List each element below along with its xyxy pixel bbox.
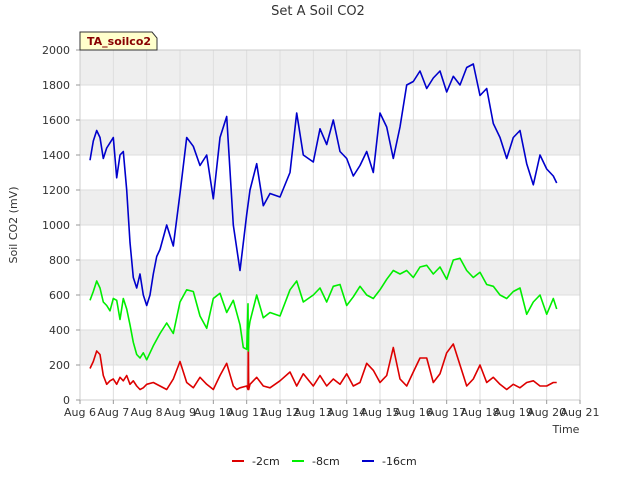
x-tick-label: Aug 6: [64, 406, 96, 419]
background-band: [80, 120, 580, 155]
legend-item: -16cm: [362, 455, 417, 468]
series-layer: [89, 63, 558, 391]
background-band: [80, 260, 580, 295]
x-tick-label: Aug 20: [527, 406, 566, 419]
y-tick-label: 2000: [42, 44, 70, 57]
x-axis-title: Time: [552, 423, 580, 436]
y-axis-ticks: 0 200 400 600 800 1000 1200 1400 1600 1800 2000: [42, 44, 80, 407]
legend-item: -8cm: [292, 455, 340, 468]
y-tick-label: 400: [49, 324, 70, 337]
y-tick-label: 1400: [42, 149, 70, 162]
legend: -2cm -8cm -16cm: [232, 455, 417, 468]
x-tick-label: Aug 16: [394, 406, 433, 419]
series-line-16cmcm: [89, 63, 558, 307]
dataset-badge: TA_soilco2: [79, 31, 158, 51]
legend-item: -2cm: [232, 455, 280, 468]
badge-shape: [79, 31, 158, 51]
badge-label: TA_soilco2: [87, 35, 151, 48]
background-band: [80, 330, 580, 365]
y-tick-label: 0: [63, 394, 70, 407]
y-axis-title: Soil CO2 (mV): [7, 187, 20, 264]
x-tick-label: Aug 13: [294, 406, 333, 419]
x-tick-label: Aug 8: [131, 406, 163, 419]
x-tick-label: Aug 14: [327, 406, 366, 419]
y-tick-label: 600: [49, 289, 70, 302]
y-tick-label: 200: [49, 359, 70, 372]
y-tick-label: 1200: [42, 184, 70, 197]
y-tick-label: 1600: [42, 114, 70, 127]
x-tick-label: Aug 15: [361, 406, 400, 419]
x-tick-label: Aug 11: [227, 406, 266, 419]
legend-label: -8cm: [312, 455, 340, 468]
x-tick-label: Aug 7: [97, 406, 129, 419]
x-tick-label: Aug 18: [461, 406, 500, 419]
series-line-2cmcm: [89, 336, 557, 391]
x-tick-label: Aug 10: [194, 406, 233, 419]
background-bands: [80, 50, 580, 365]
x-tick-label: Aug 17: [427, 406, 466, 419]
background-band: [80, 190, 580, 225]
x-tick-label: Aug 12: [261, 406, 300, 419]
x-tick-label: Aug 9: [164, 406, 196, 419]
x-tick-label: Aug 21: [561, 406, 600, 419]
legend-label: -16cm: [382, 455, 417, 468]
series-line-8cmcm: [89, 257, 558, 361]
background-band: [80, 50, 580, 85]
y-tick-label: 1800: [42, 79, 70, 92]
x-tick-label: Aug 19: [494, 406, 533, 419]
chart-title: Set A Soil CO2: [271, 4, 365, 19]
y-tick-label: 1000: [42, 219, 70, 232]
y-tick-label: 800: [49, 254, 70, 267]
legend-label: -2cm: [252, 455, 280, 468]
